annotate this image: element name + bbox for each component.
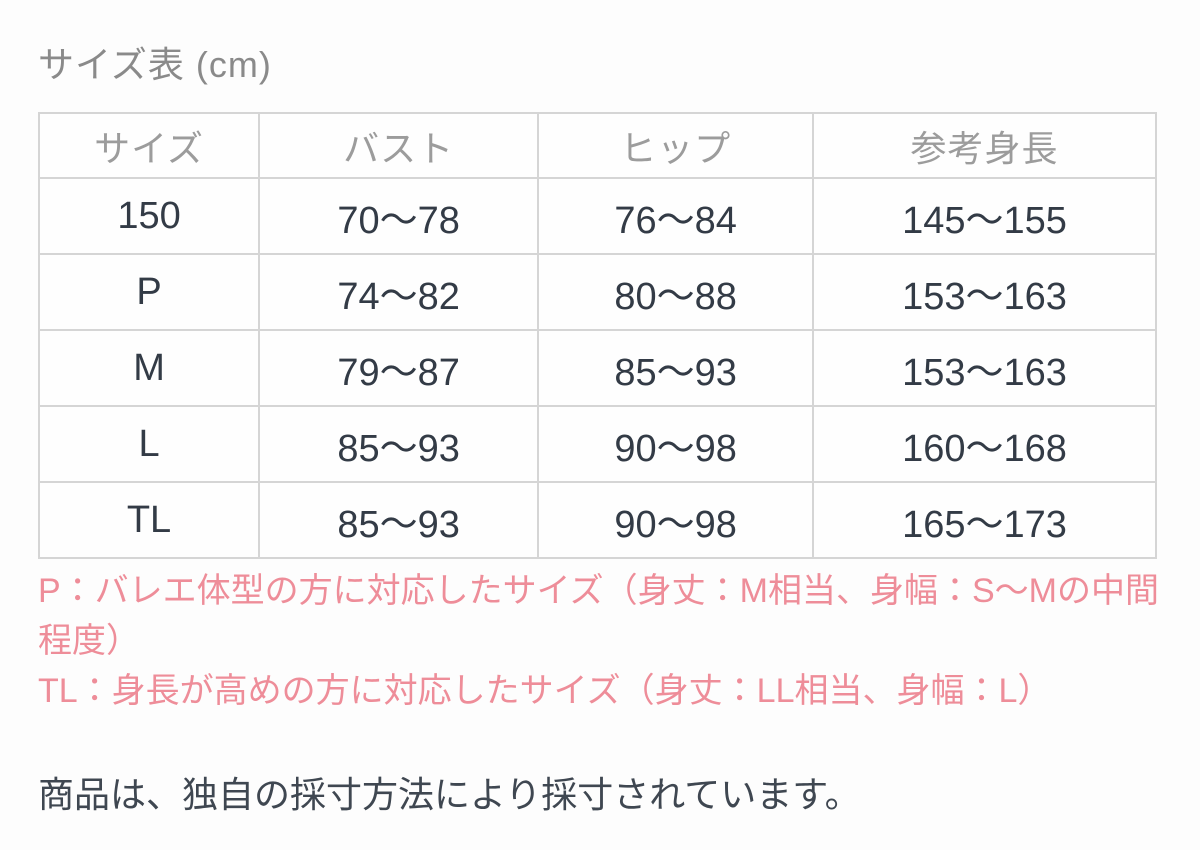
- col-header-size: サイズ: [37, 112, 261, 179]
- cell-hip: 90〜98: [537, 405, 815, 483]
- cell-height: 153〜163: [812, 329, 1157, 407]
- size-notes: P：バレエ体型の方に対応したサイズ（身丈：M相当、身幅：S〜Mの中間 程度） T…: [38, 566, 1168, 716]
- cell-height: 145〜155: [812, 177, 1157, 255]
- size-note-line-p: P：バレエ体型の方に対応したサイズ（身丈：M相当、身幅：S〜Mの中間: [38, 572, 1159, 610]
- cell-bust: 85〜93: [258, 405, 540, 483]
- table-row: 150 70〜78 76〜84 145〜155: [37, 177, 1157, 255]
- cell-height: 165〜173: [812, 481, 1157, 559]
- table-row: L 85〜93 90〜98 160〜168: [37, 405, 1157, 483]
- cell-bust: 79〜87: [258, 329, 540, 407]
- size-note-line-tl: TL：身長が高めの方に対応したサイズ（身丈：LL相当、身幅：L）: [38, 672, 1052, 710]
- cell-size: 150: [37, 177, 261, 255]
- page-title: サイズ表 (cm): [38, 44, 272, 85]
- cell-height: 153〜163: [812, 253, 1157, 331]
- cell-bust: 70〜78: [258, 177, 540, 255]
- cell-size: TL: [37, 481, 261, 559]
- cell-hip: 85〜93: [537, 329, 815, 407]
- cell-bust: 85〜93: [258, 481, 540, 559]
- size-note-line-p-cont: 程度）: [38, 622, 140, 660]
- cell-size: P: [37, 253, 261, 331]
- cell-size: L: [37, 405, 261, 483]
- table-row: TL 85〜93 90〜98 165〜173: [37, 481, 1157, 559]
- cell-hip: 90〜98: [537, 481, 815, 559]
- cell-height: 160〜168: [812, 405, 1157, 483]
- col-header-bust: バスト: [258, 112, 540, 179]
- cell-hip: 80〜88: [537, 253, 815, 331]
- table-row: P 74〜82 80〜88 153〜163: [37, 253, 1157, 331]
- col-header-height: 参考身長: [812, 112, 1157, 179]
- size-table: サイズ バスト ヒップ 参考身長 150 70〜78 76〜84 145〜155…: [37, 112, 1157, 559]
- cell-size: M: [37, 329, 261, 407]
- cell-bust: 74〜82: [258, 253, 540, 331]
- table-row: M 79〜87 85〜93 153〜163: [37, 329, 1157, 407]
- col-header-hip: ヒップ: [537, 112, 815, 179]
- measurement-note: 商品は、独自の採寸方法により採寸されています。: [38, 774, 861, 815]
- table-header-row: サイズ バスト ヒップ 参考身長: [37, 112, 1157, 179]
- cell-hip: 76〜84: [537, 177, 815, 255]
